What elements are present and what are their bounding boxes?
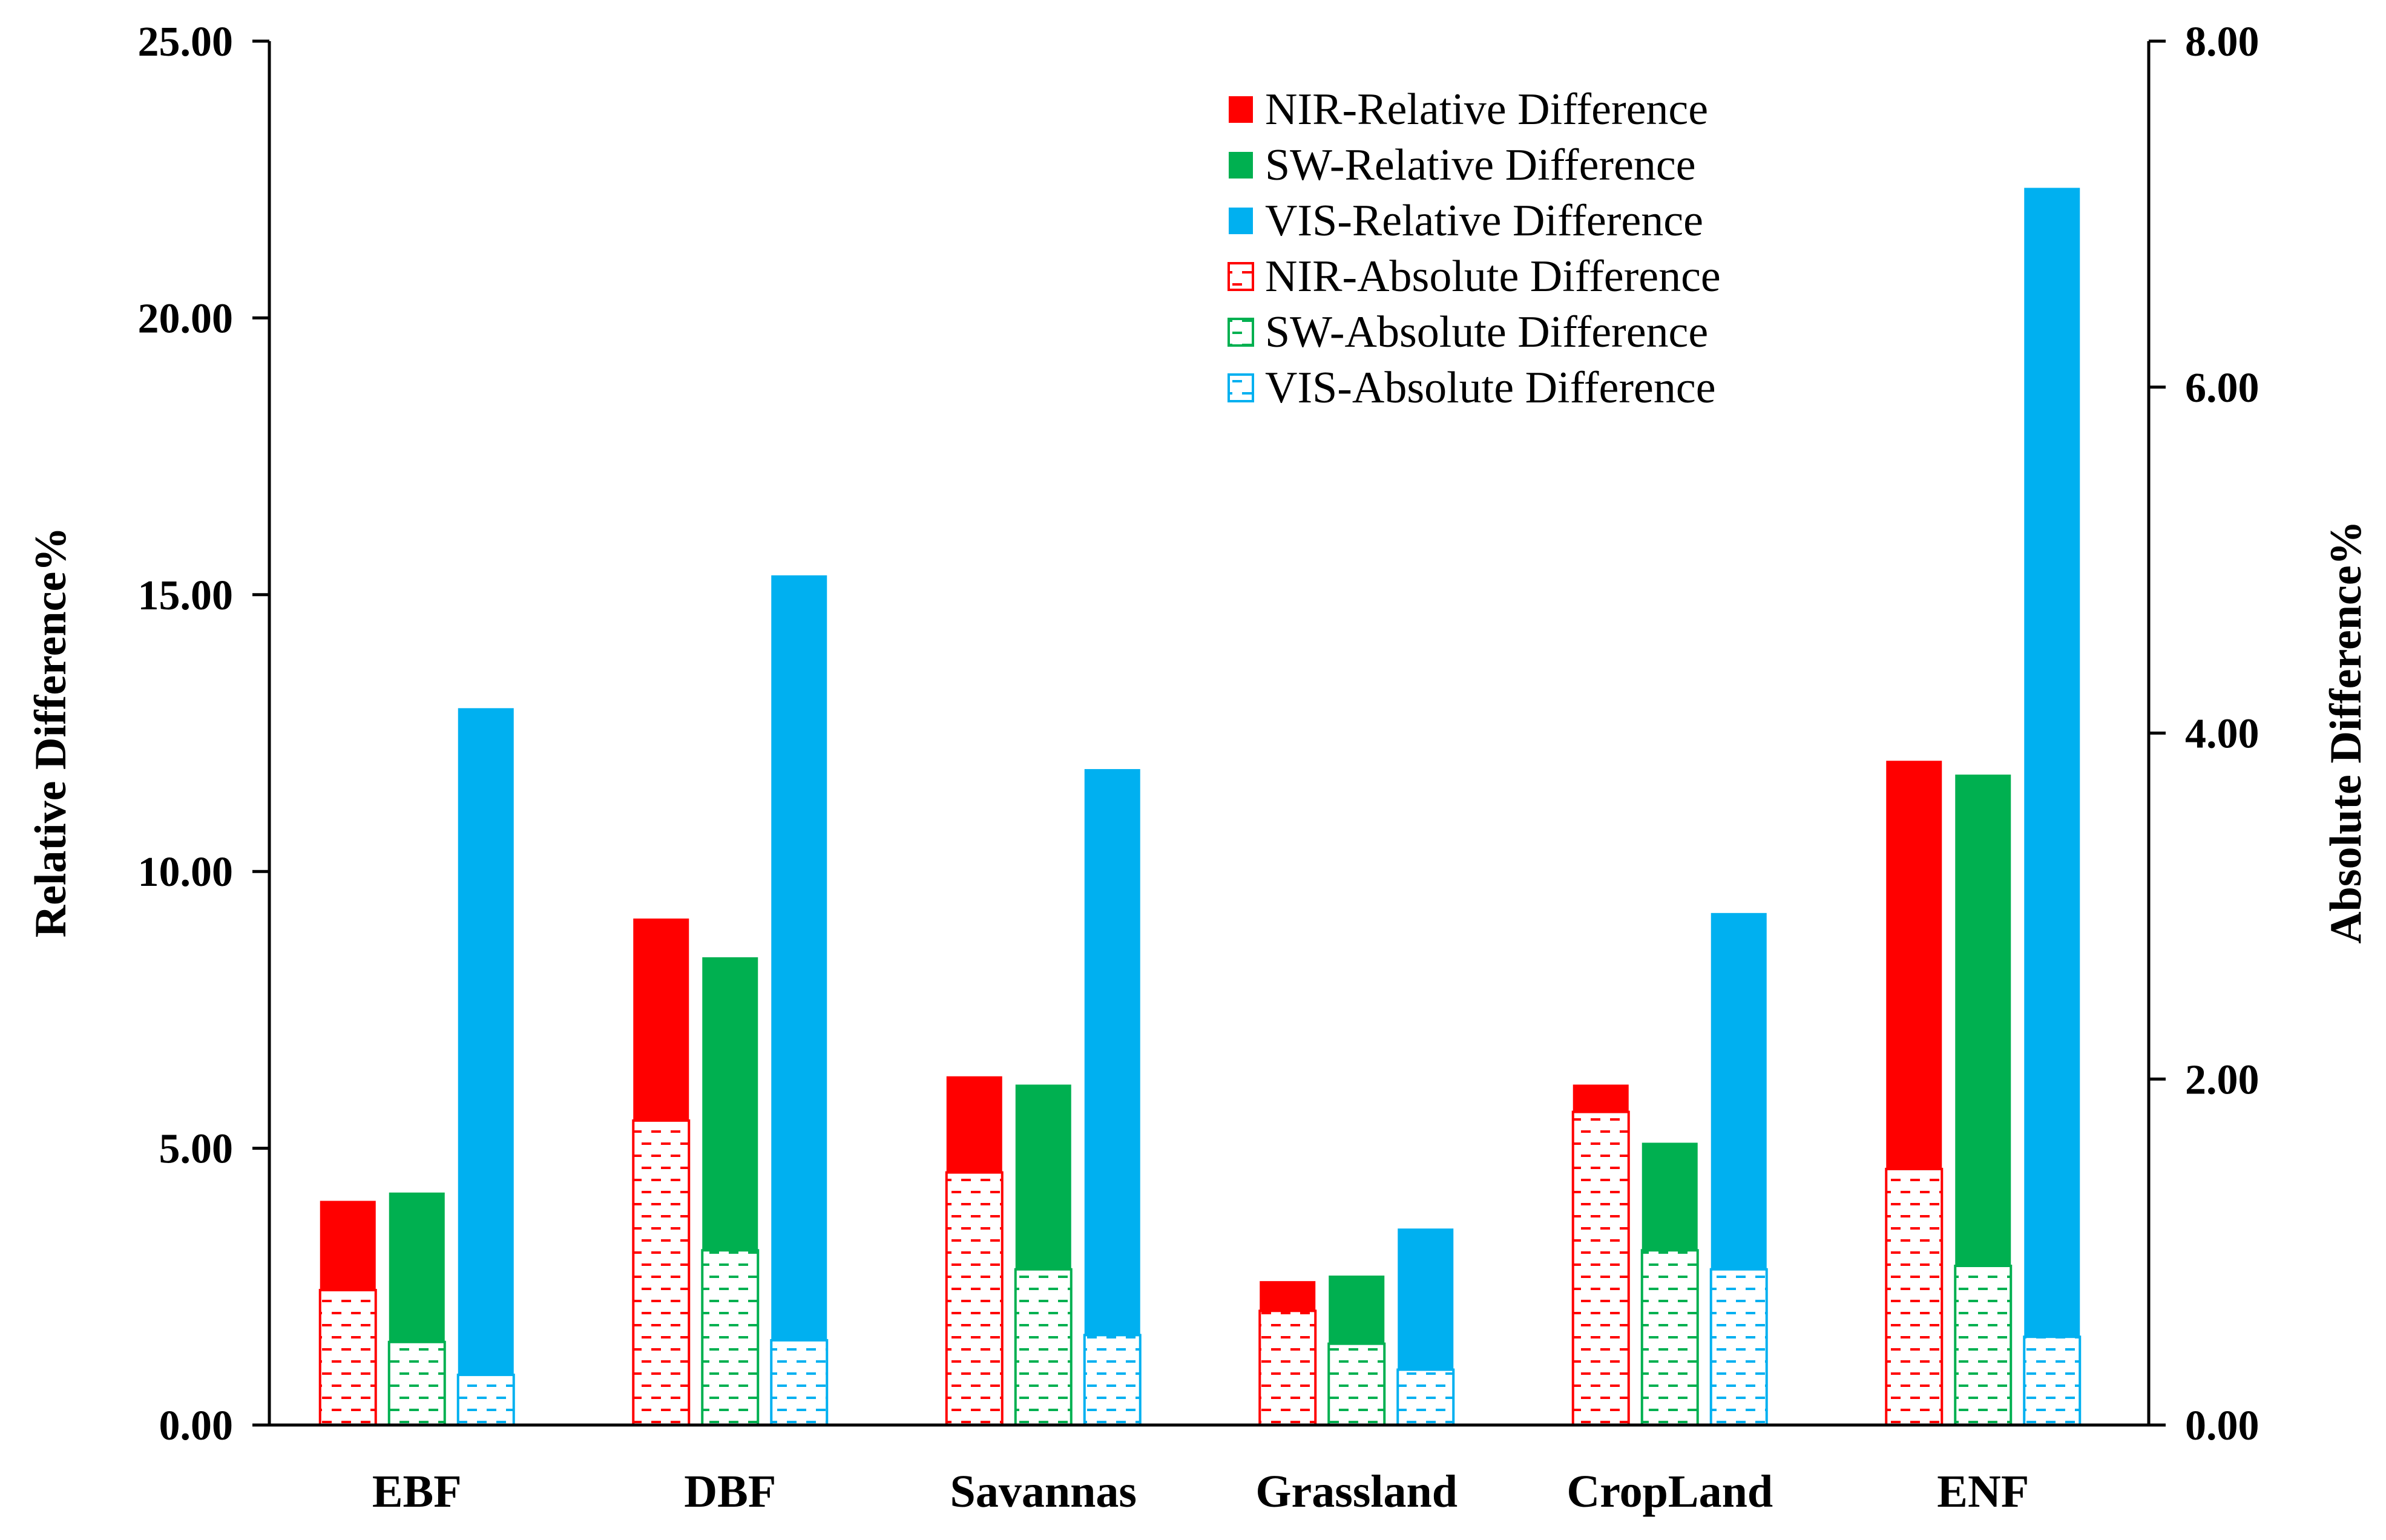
y-left-tick-label: 20.00 (138, 295, 234, 342)
x-tick-label-cropland: CropLand (1566, 1466, 1773, 1517)
legend-swatch-nir-absolute-difference (1228, 262, 1254, 291)
y-left-tick-label: 0.00 (159, 1403, 234, 1449)
y-left-tick-label: 5.00 (159, 1126, 234, 1173)
legend-label-nir-relative-difference: NIR-Relative Difference (1265, 85, 1708, 134)
y-axis-right-title: Absolute Difference% (2321, 520, 2371, 943)
legend: NIR-Relative Difference SW-Relative Diffe… (1228, 85, 1721, 413)
bar-vis-absolute-difference-ebf (456, 1374, 515, 1426)
legend-label-sw-absolute-difference: SW-Absolute Difference (1265, 307, 1708, 357)
y-axis-left-title: Relative Difference% (26, 527, 76, 938)
y-axis-right-ticks: 0.00 2.00 4.00 6.00 8.00 (2149, 19, 2259, 1449)
bar-sw-absolute-difference-grassland (1327, 1342, 1386, 1426)
bar-nir-absolute-difference-ebf (318, 1289, 377, 1427)
bar-sw-absolute-difference-cropland (1640, 1249, 1699, 1427)
y-left-tick-label: 25.00 (138, 19, 234, 65)
bar-vis-relative-difference-dbf (771, 575, 827, 1425)
absolute-bars-layer (318, 1110, 2082, 1427)
y-right-tick-label: 0.00 (2185, 1403, 2259, 1449)
x-tick-label-grassland: Grassland (1255, 1466, 1458, 1517)
legend-label-vis-relative-difference: VIS-Relative Difference (1265, 196, 1703, 246)
legend-swatch-sw-absolute-difference (1228, 318, 1254, 347)
legend-label-nir-absolute-difference: NIR-Absolute Difference (1265, 252, 1721, 301)
bar-nir-absolute-difference-cropland (1571, 1110, 1630, 1427)
bar-sw-absolute-difference-enf (1954, 1264, 2013, 1427)
legend-swatch-nir-relative-difference (1229, 96, 1253, 123)
legend-swatch-vis-absolute-difference (1228, 373, 1254, 402)
bar-nir-absolute-difference-grassland (1258, 1309, 1317, 1427)
y-left-tick-label: 10.00 (138, 849, 234, 896)
y-right-tick-label: 4.00 (2185, 711, 2259, 758)
bar-nir-absolute-difference-savannas (945, 1171, 1004, 1427)
bar-vis-absolute-difference-savannas (1083, 1334, 1142, 1426)
bar-vis-relative-difference-ebf (458, 708, 514, 1425)
x-tick-label-ebf: EBF (372, 1466, 462, 1517)
legend-swatch-sw-relative-difference (1229, 152, 1253, 179)
bar-sw-absolute-difference-savannas (1014, 1268, 1073, 1426)
x-tick-label-dbf: DBF (684, 1466, 776, 1517)
bar-vis-absolute-difference-enf (2023, 1335, 2082, 1427)
legend-label-sw-relative-difference: SW-Relative Difference (1265, 140, 1696, 190)
y-right-tick-label: 8.00 (2185, 19, 2259, 65)
bar-vis-absolute-difference-grassland (1396, 1368, 1455, 1427)
bar-sw-absolute-difference-dbf (701, 1249, 760, 1427)
bar-sw-absolute-difference-ebf (387, 1340, 446, 1427)
bar-vis-absolute-difference-cropland (1709, 1268, 1768, 1426)
bar-vis-absolute-difference-dbf (770, 1338, 829, 1426)
bar-nir-absolute-difference-dbf (632, 1119, 691, 1426)
y-right-tick-label: 2.00 (2185, 1057, 2259, 1103)
x-tick-label-savannas: Savannas (950, 1466, 1137, 1517)
x-tick-label-enf: ENF (1937, 1466, 2029, 1517)
y-right-tick-label: 6.00 (2185, 365, 2259, 411)
bar-vis-relative-difference-enf (2024, 188, 2080, 1425)
legend-swatch-vis-relative-difference (1229, 208, 1253, 234)
bar-vis-relative-difference-savannas (1084, 768, 1140, 1425)
relative-bars-layer (320, 188, 2080, 1425)
legend-label-vis-absolute-difference: VIS-Absolute Difference (1265, 363, 1716, 413)
y-axis-left-ticks: 0.00 5.00 10.00 15.00 20.00 25.00 (138, 19, 269, 1449)
bar-nir-absolute-difference-enf (1885, 1167, 1944, 1427)
y-left-tick-label: 15.00 (138, 572, 234, 619)
x-axis-category-labels: EBF DBF Savannas Grassland CropLand ENF (372, 1466, 2029, 1517)
